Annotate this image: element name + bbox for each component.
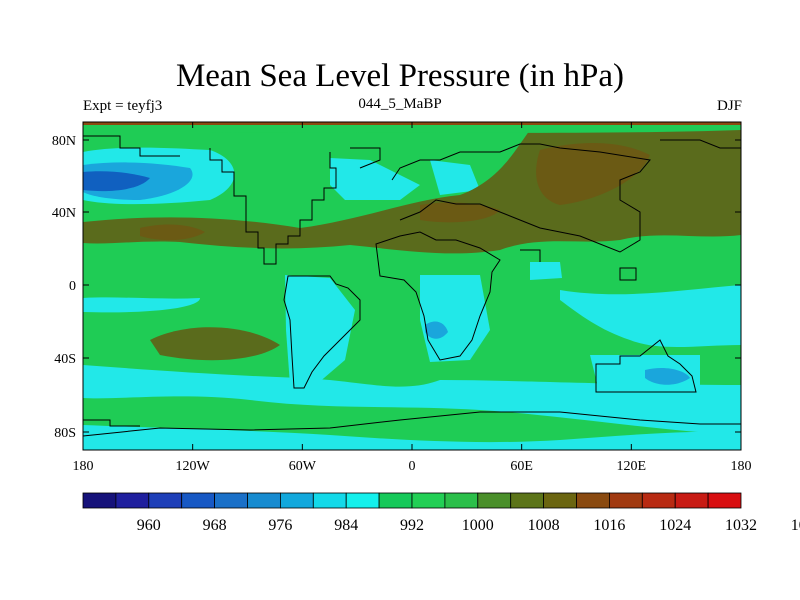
coastline-outlines [83,135,741,437]
colorbar-label: 984 [334,517,358,534]
colorbar-swatch [477,492,512,509]
colorbar-swatch [576,492,610,509]
colorbar-label: 992 [400,517,424,534]
colorbar: 960 968 976 984 992 1000 1008 1016 1024 1032 1040 [82,492,800,534]
y-tick-label: 80N [52,134,76,149]
x-tick-label: 0 [409,459,416,474]
time-label: 044_5_MaBP [358,96,442,112]
x-tick-label: 60W [289,459,317,474]
colorbar-label: 1024 [659,517,691,534]
x-tick-label: 120E [617,459,647,474]
colorbar-swatch [609,492,643,509]
x-tick-label: 60E [510,459,533,474]
colorbar-swatch [312,492,347,509]
colorbar-swatch [148,492,183,509]
x-tick-label: 120W [176,459,211,474]
colorbar-swatch [378,492,413,509]
colorbar-label: 1016 [593,517,625,534]
experiment-label: Expt = teyfj3 [83,98,163,114]
colorbar-label: 1032 [725,517,757,534]
colorbar-swatch [411,492,446,509]
colorbar-label: 976 [268,517,292,534]
colorbar-swatch [82,492,117,509]
y-tick-label: 40N [52,206,76,221]
colorbar-swatch [543,492,577,509]
colorbar-swatch [674,492,709,509]
colorbar-label: 1040 [791,517,800,534]
colorbar-label: 1000 [462,517,494,534]
pressure-field [83,122,741,450]
colorbar-swatch [247,492,281,509]
y-tick-label: 80S [54,426,76,441]
colorbar-label: 960 [137,517,161,534]
y-tick-label: 40S [54,352,76,367]
map-title: Mean Sea Level Pressure (in hPa) [175,58,625,94]
colorbar-swatch [115,492,150,509]
season-label: DJF [716,98,742,114]
colorbar-swatch [214,492,248,509]
colorbar-swatch [444,492,479,509]
colorbar-label: 968 [203,517,227,534]
colorbar-swatch [707,492,742,509]
colorbar-label: 1008 [528,517,560,534]
y-tick-label: 0 [69,279,76,294]
colorbar-swatch [510,492,545,509]
colorbar-swatch [641,492,676,509]
colorbar-swatch [181,492,215,509]
colorbar-swatch [345,492,380,509]
colorbar-swatch [279,492,314,509]
x-tick-label: 180 [73,459,94,474]
axis-ticks: 180 120W 60W 0 60E 120E 180 80N 40N 0 40S 80S [52,122,752,474]
x-tick-label: 180 [731,459,752,474]
